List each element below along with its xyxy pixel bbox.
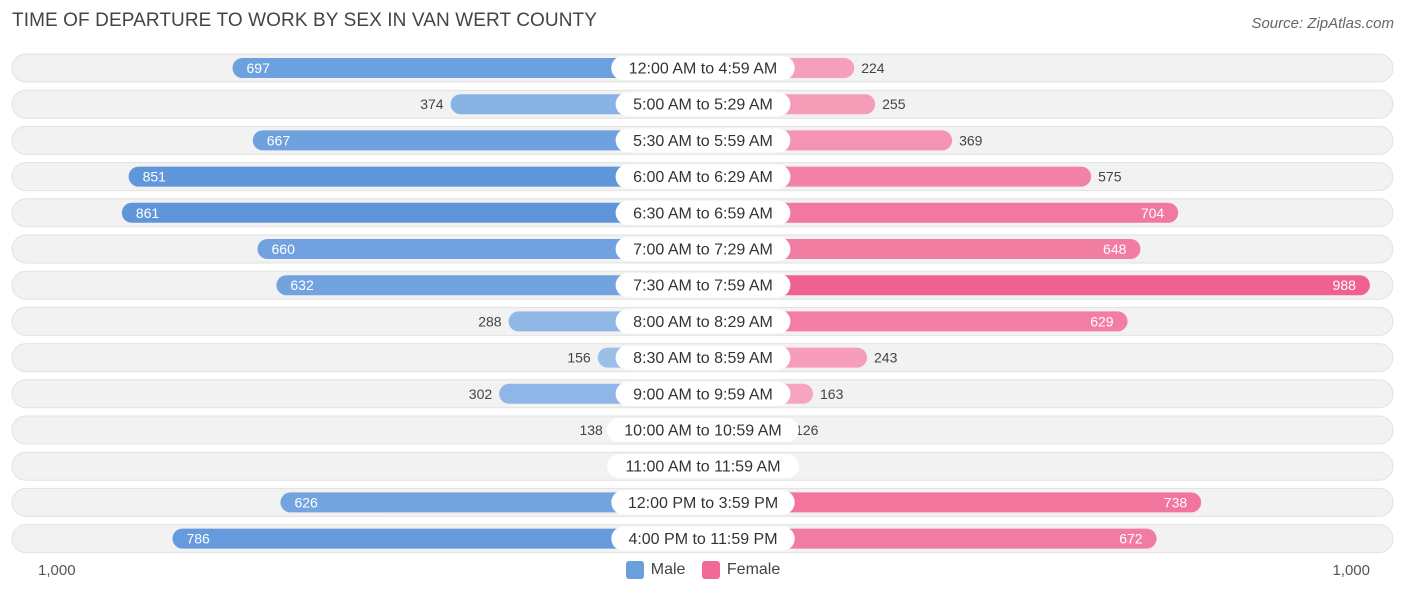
value-label-female: 629 (1090, 313, 1114, 329)
category-label-background (615, 200, 791, 225)
category-label: 6:30 AM to 6:59 AM (633, 205, 773, 222)
value-label-male: 156 (567, 350, 591, 366)
bar-male (172, 528, 703, 549)
axis-label-left: 1,000 (38, 562, 76, 579)
bar-male (232, 58, 703, 78)
category-label-background (607, 418, 799, 442)
value-label-female: 243 (874, 350, 898, 366)
value-label-male: 138 (579, 422, 603, 438)
legend-label-male: Male (650, 561, 686, 578)
value-label-male: 697 (247, 60, 271, 76)
category-label-background (615, 164, 791, 189)
legend: Male Female (0, 561, 1406, 584)
category-label: 7:30 AM to 7:59 AM (633, 278, 773, 295)
value-label-male: 302 (469, 386, 493, 402)
category-label-background (615, 381, 791, 406)
category-label-background (615, 237, 791, 261)
category-label: 5:30 AM to 5:59 AM (633, 133, 773, 150)
bar-male (276, 275, 703, 296)
legend-item-male: Male (625, 561, 686, 579)
bar-female (703, 166, 1092, 187)
category-label-background (611, 526, 795, 551)
value-label-male: 851 (143, 169, 167, 185)
value-label-female: 988 (1333, 277, 1357, 293)
category-label: 11:00 AM to 11:59 AM (625, 459, 780, 476)
category-label-background (611, 56, 795, 80)
category-label-background (615, 345, 791, 370)
category-label-background (615, 128, 791, 153)
category-label: 12:00 PM to 3:59 PM (628, 495, 778, 512)
chart-source: Source: ZipAtlas.com (1251, 15, 1394, 32)
bar-male (280, 492, 703, 513)
value-label-female: 738 (1164, 494, 1188, 510)
chart: 697 224 12:00 AM to 4:59 AM 374 255 5:00 AM t… (11, 53, 1394, 554)
value-label-female: 672 (1119, 531, 1143, 547)
value-label-male: 626 (294, 494, 318, 510)
bar-female (703, 528, 1157, 549)
value-label-male: 660 (272, 241, 296, 257)
bar-female (703, 311, 1128, 332)
bar-male (252, 130, 703, 151)
category-label-background (615, 92, 791, 117)
value-label-female: 575 (1098, 169, 1122, 185)
category-label-background (615, 309, 791, 334)
value-label-female: 255 (882, 96, 906, 112)
category-label: 7:00 AM to 7:29 AM (633, 242, 773, 259)
bar-female (703, 239, 1141, 259)
bar-female (703, 492, 1202, 513)
value-label-male: 374 (420, 96, 444, 112)
value-label-male: 786 (186, 531, 210, 547)
value-label-male: 288 (478, 313, 502, 329)
category-label-background (607, 454, 799, 479)
value-label-female: 163 (820, 386, 844, 402)
category-label: 8:00 AM to 8:29 AM (633, 314, 773, 331)
category-label: 4:00 PM to 11:59 PM (628, 531, 777, 548)
legend-swatch-female (701, 561, 720, 579)
category-label: 9:00 AM to 9:59 AM (633, 386, 773, 403)
category-label: 10:00 AM to 10:59 AM (624, 423, 781, 440)
bar-female (703, 202, 1179, 223)
value-label-male: 667 (267, 132, 291, 148)
category-label: 8:30 AM to 8:59 AM (633, 350, 773, 367)
value-label-male: 632 (290, 277, 314, 293)
legend-label-female: Female (726, 561, 781, 578)
value-label-female: 369 (959, 132, 983, 148)
value-label-female: 648 (1103, 241, 1127, 257)
bar-male (128, 166, 703, 187)
axis-label-right: 1,000 (1332, 562, 1370, 579)
category-label-background (615, 273, 791, 298)
value-label-female: 704 (1141, 205, 1165, 221)
category-label: 12:00 AM to 4:59 AM (629, 61, 778, 78)
category-label: 6:00 AM to 6:29 AM (633, 169, 773, 186)
value-label-female: 224 (861, 60, 885, 76)
legend-item-female: Female (701, 561, 781, 579)
category-label: 5:00 AM to 5:29 AM (633, 97, 773, 114)
value-label-female: 126 (795, 422, 819, 438)
value-label-male: 861 (136, 205, 160, 221)
bar-male (121, 202, 703, 223)
category-label-background (611, 490, 795, 515)
chart-title: TIME OF DEPARTURE TO WORK BY SEX IN VAN … (12, 10, 598, 31)
bar-male (257, 239, 703, 259)
legend-swatch-male (625, 561, 644, 579)
bar-female (703, 275, 1370, 296)
